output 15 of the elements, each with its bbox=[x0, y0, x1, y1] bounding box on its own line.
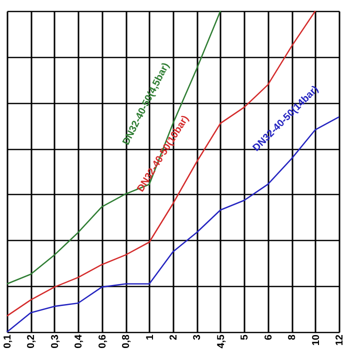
x-tick-label: 2 bbox=[168, 334, 180, 340]
x-tick-label: 0,1 bbox=[2, 334, 14, 348]
x-tick-label: 5 bbox=[240, 334, 251, 340]
x-tick-label: 8 bbox=[287, 334, 298, 340]
x-tick-label: 0,4 bbox=[74, 334, 85, 348]
x-tick-label: 12 bbox=[334, 334, 346, 346]
x-tick-label: 4,5 bbox=[216, 334, 227, 348]
x-tick-label: 1 bbox=[144, 334, 156, 340]
x-tick-label: 3 bbox=[192, 334, 204, 340]
x-tick-label: 0,6 bbox=[97, 334, 108, 348]
x-tick-label: 10 bbox=[310, 334, 322, 346]
x-tick-label: 6 bbox=[263, 334, 274, 340]
x-tick-label: 0,3 bbox=[50, 334, 61, 348]
x-tick-label: 0,2 bbox=[26, 334, 38, 348]
x-tick-label: 0,8 bbox=[121, 334, 132, 348]
